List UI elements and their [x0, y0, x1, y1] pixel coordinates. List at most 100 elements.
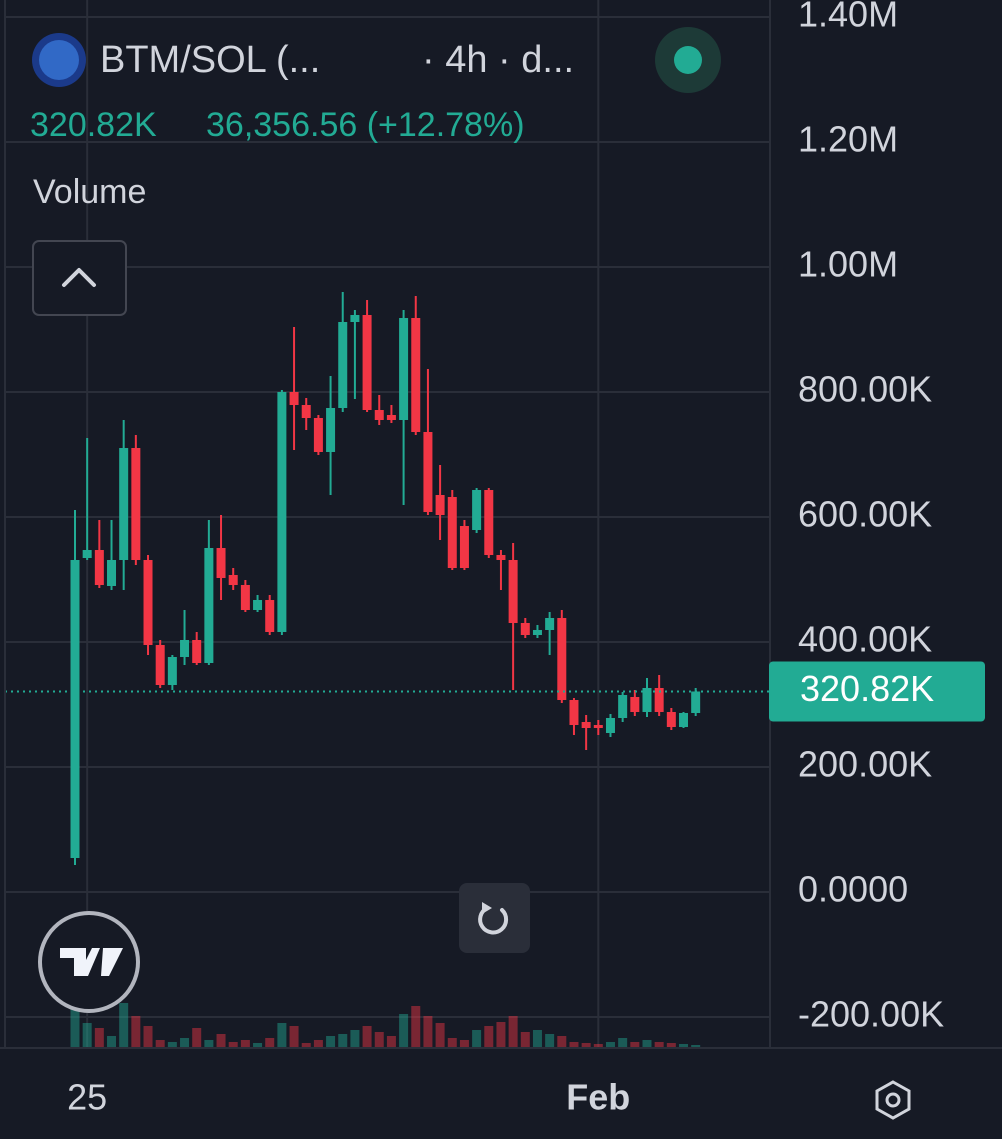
volume-bar — [520, 1032, 530, 1048]
candle-body — [593, 725, 603, 728]
volume-bar — [679, 1044, 688, 1048]
settings-icon — [885, 1092, 901, 1108]
y-tick-label: 1.20M — [798, 119, 898, 160]
candle-body — [374, 410, 384, 420]
volume-bar — [581, 1043, 591, 1048]
candle-body — [691, 691, 701, 713]
candle-body — [496, 555, 506, 560]
volume-bar — [593, 1044, 603, 1048]
candle-body — [70, 560, 80, 858]
candle-body — [447, 497, 457, 568]
collapse-button[interactable] — [32, 240, 127, 316]
volume-pane — [70, 1003, 701, 1048]
candle-body — [180, 640, 190, 657]
candle-body — [508, 560, 518, 623]
volume-bar — [143, 1026, 153, 1048]
symbol[interactable]: BTM/SOL (... — [100, 39, 320, 81]
volume-bar — [411, 1006, 421, 1048]
volume-bar — [167, 1042, 177, 1048]
symbol-logo-inner — [39, 40, 79, 80]
interval[interactable]: · 4h · d... — [422, 39, 574, 81]
volume-bar — [253, 1043, 263, 1048]
candle-body — [313, 418, 323, 452]
candle-body — [520, 623, 530, 635]
collapse-icon — [62, 268, 96, 287]
candle-body — [143, 560, 153, 645]
volume-bar — [289, 1026, 299, 1048]
candle-body — [253, 600, 263, 610]
candles — [5, 292, 770, 865]
volume-bar — [618, 1038, 628, 1048]
volume-bar — [131, 1016, 141, 1048]
candle-body — [459, 526, 469, 568]
volume-bar — [192, 1028, 202, 1048]
candle-body — [654, 688, 664, 712]
candle-body — [399, 318, 409, 420]
candle-body — [350, 315, 360, 322]
y-tick-label: 600.00K — [798, 494, 932, 535]
reset-icon — [478, 906, 509, 935]
candle-body — [605, 718, 615, 733]
volume-bar — [545, 1034, 555, 1048]
status-dot — [674, 46, 702, 74]
candle-body — [666, 712, 676, 727]
y-tick-label: -200.00K — [798, 994, 944, 1035]
volume-bar — [630, 1042, 640, 1048]
volume-bar — [472, 1030, 482, 1048]
volume-bar — [654, 1042, 664, 1048]
price-change: 36,356.56 (+12.78%) — [206, 106, 525, 144]
candle-body — [630, 697, 640, 712]
candle-body — [679, 713, 688, 727]
candle-body — [326, 408, 336, 452]
settings-button[interactable] — [875, 1080, 911, 1120]
volume-bar — [301, 1043, 311, 1048]
x-tick-label: 25 — [67, 1077, 107, 1118]
volume-bar — [313, 1040, 323, 1048]
volume-bar — [228, 1042, 238, 1048]
candle-body — [532, 630, 542, 635]
reset-icon-arrow — [482, 902, 492, 914]
candle-body — [240, 585, 250, 610]
candle-body — [277, 392, 287, 632]
y-tick-label: 800.00K — [798, 369, 932, 410]
volume-bar — [265, 1038, 275, 1048]
candle-body — [265, 600, 275, 632]
candle-body — [569, 700, 579, 725]
candle-body — [167, 657, 177, 685]
candle-body — [107, 560, 117, 586]
volume-bar — [423, 1016, 433, 1048]
volume-bar — [386, 1036, 396, 1048]
volume-bar — [216, 1034, 226, 1048]
candle-body — [131, 448, 141, 560]
volume-bar — [155, 1040, 165, 1048]
volume-bar — [642, 1040, 652, 1048]
candle-body — [557, 618, 567, 700]
volume-bar — [605, 1042, 615, 1048]
candle-body — [94, 550, 104, 585]
candle-body — [484, 490, 494, 555]
volume-bar — [508, 1016, 518, 1048]
volume-bar — [362, 1026, 372, 1048]
volume-bar — [374, 1032, 384, 1048]
candle-body — [119, 448, 129, 560]
volume-bar — [435, 1023, 445, 1048]
volume-bar — [107, 1036, 117, 1048]
candle-body — [155, 645, 165, 685]
volume-bar — [326, 1036, 336, 1048]
last-price-box — [769, 661, 985, 722]
reset-button[interactable] — [459, 883, 530, 953]
indicator-label: Volume — [33, 173, 146, 211]
candle-body — [386, 415, 396, 420]
volume-bar — [338, 1034, 348, 1048]
volume-bar — [399, 1014, 409, 1048]
volume-bar — [277, 1023, 287, 1048]
y-tick-label: 200.00K — [798, 744, 932, 785]
tv-logo-mark — [60, 948, 123, 976]
candle-body — [82, 550, 92, 558]
candle-body — [435, 495, 445, 515]
volume-bar — [119, 1003, 129, 1048]
candle-body — [289, 392, 299, 405]
candle-body — [362, 315, 372, 410]
